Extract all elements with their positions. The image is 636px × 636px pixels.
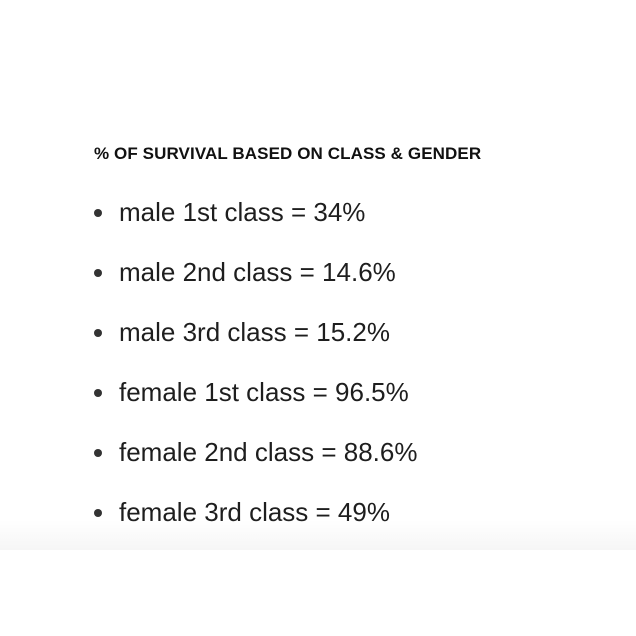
bullet-icon	[94, 269, 102, 277]
section-heading: % OF SURVIVAL BASED ON CLASS & GENDER	[94, 144, 482, 163]
list-item-text: male 2nd class = 14.6%	[119, 257, 396, 287]
list-item-text: female 1st class = 96.5%	[119, 377, 409, 407]
bullet-icon	[94, 449, 102, 457]
lower-blank-area	[0, 550, 636, 636]
list-item-text: male 1st class = 34%	[119, 197, 366, 227]
bullet-icon	[94, 209, 102, 217]
bullet-icon	[94, 389, 102, 397]
list-item-text: female 2nd class = 88.6%	[119, 437, 418, 467]
card-bottom-edge	[0, 520, 636, 550]
content-card: % OF SURVIVAL BASED ON CLASS & GENDER ma…	[0, 144, 636, 550]
bullet-icon	[94, 509, 102, 517]
bullet-icon	[94, 329, 102, 337]
list-item-text: male 3rd class = 15.2%	[119, 317, 390, 347]
